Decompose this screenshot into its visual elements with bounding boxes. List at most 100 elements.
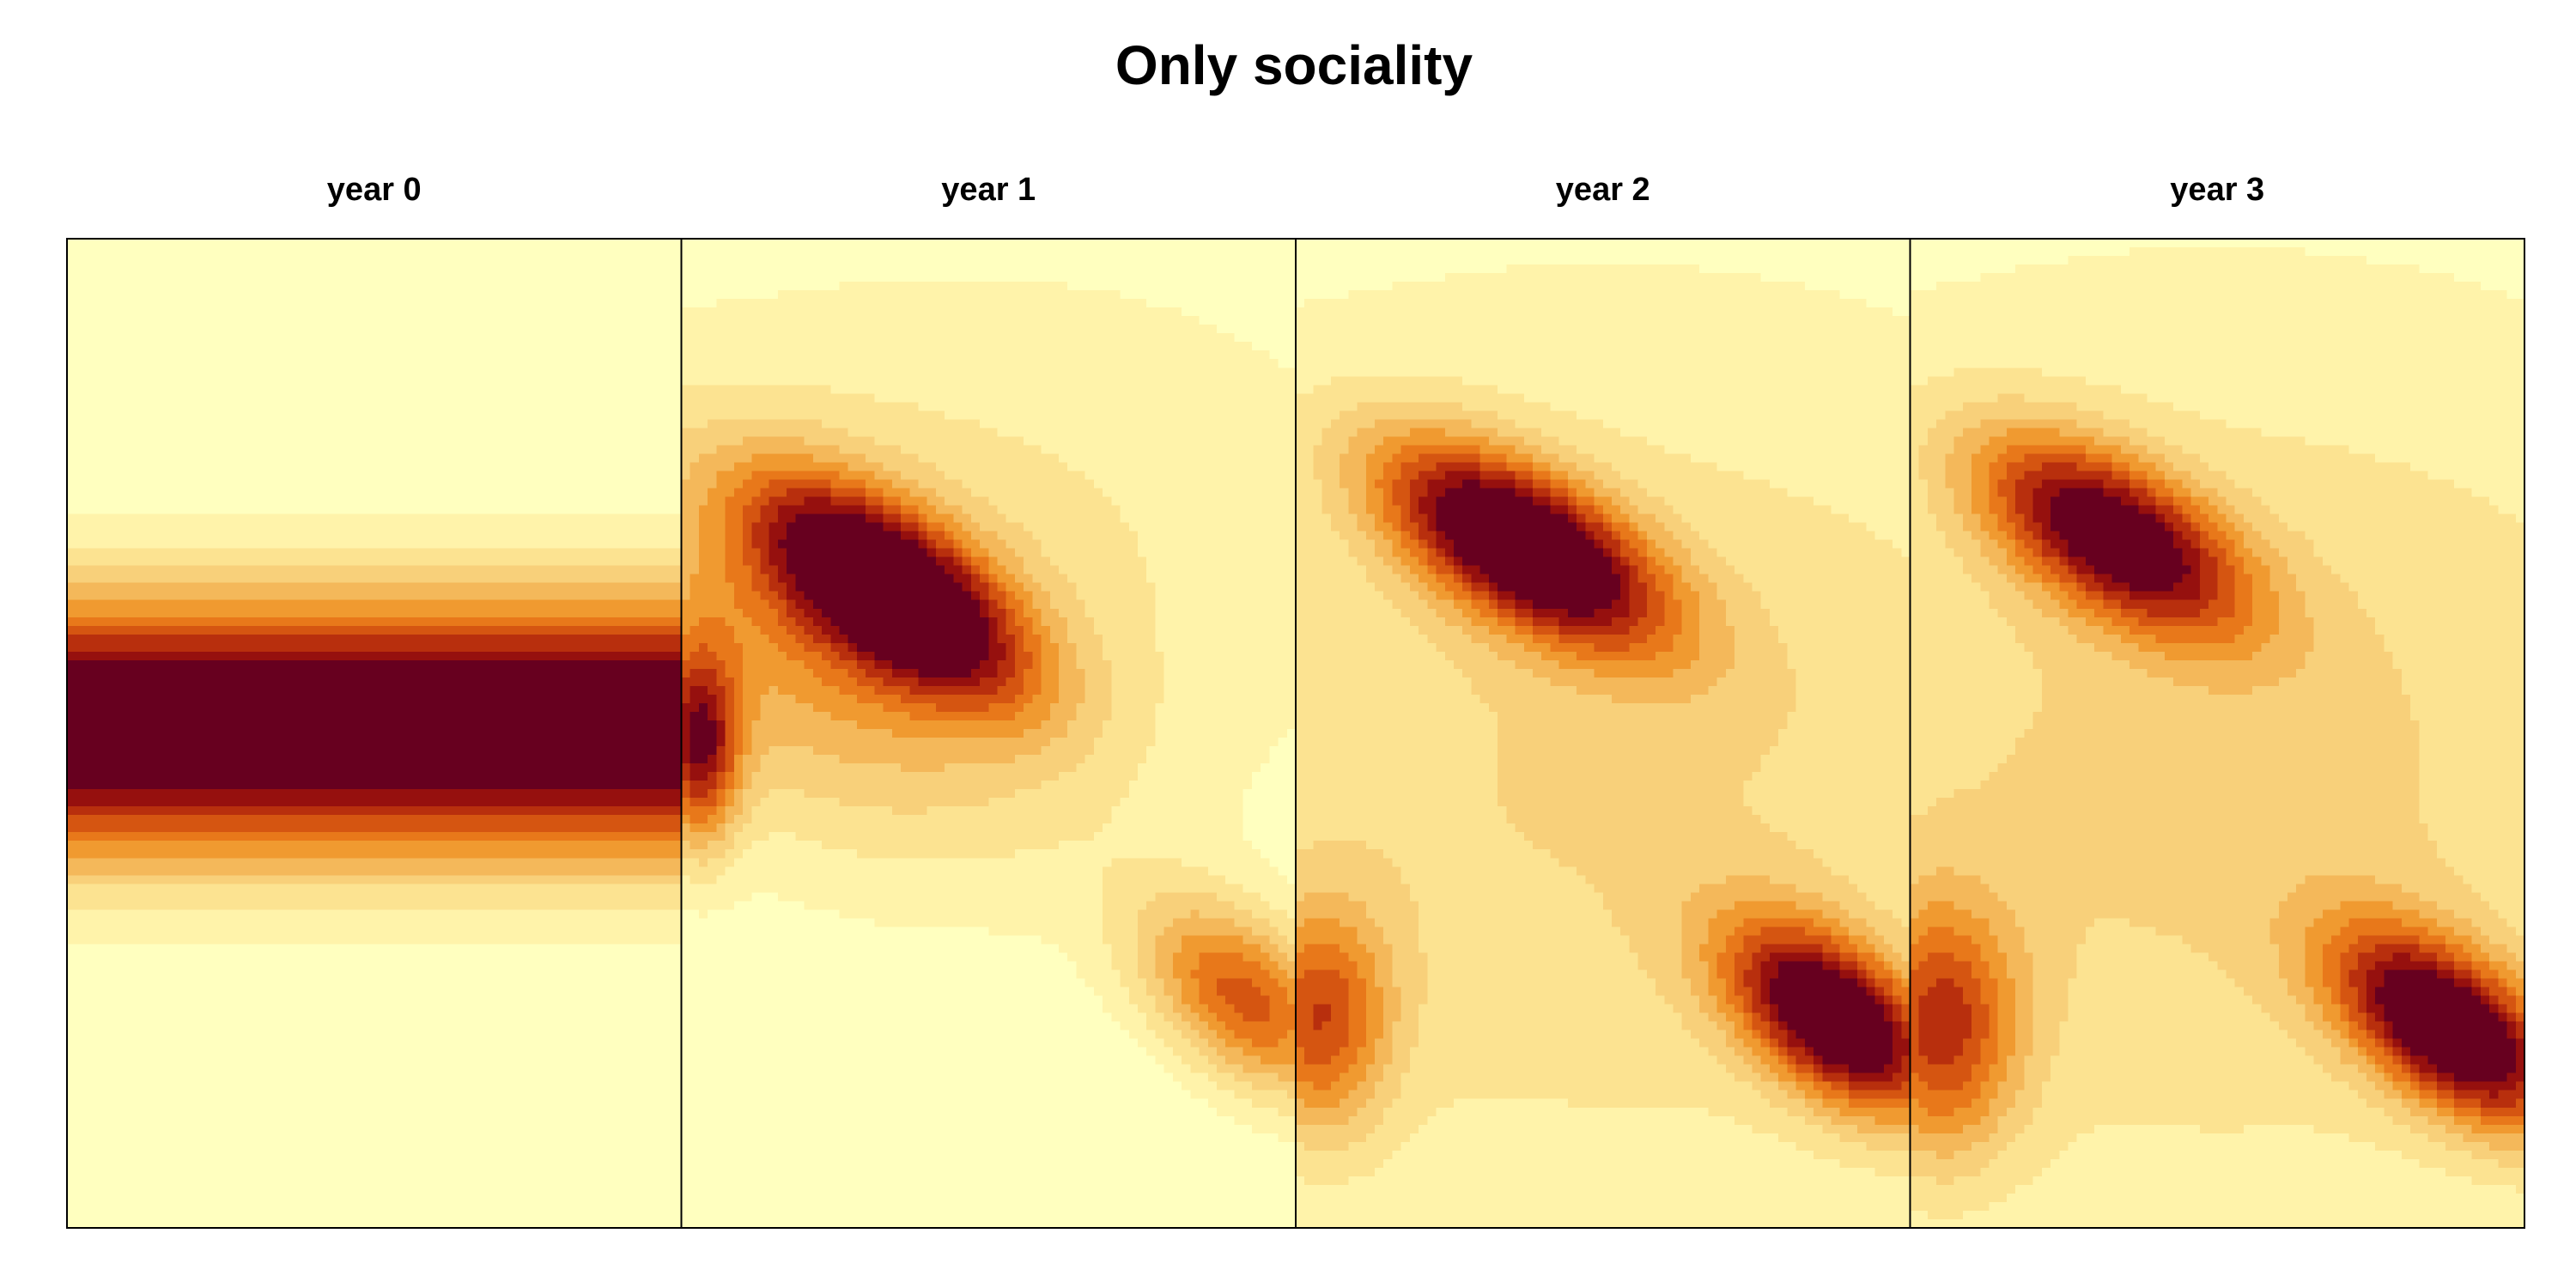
heatmap-cell bbox=[331, 290, 340, 300]
heatmap-cell bbox=[260, 669, 270, 678]
heatmap-cell bbox=[269, 557, 278, 567]
heatmap-cell bbox=[198, 669, 208, 678]
heatmap-cell bbox=[383, 677, 392, 687]
heatmap-cell bbox=[146, 307, 155, 317]
heatmap-cell bbox=[146, 299, 155, 308]
heatmap-cell bbox=[198, 497, 208, 507]
heatmap-cell bbox=[242, 703, 252, 713]
heatmap-cell bbox=[331, 471, 340, 480]
heatmap-cell bbox=[119, 617, 129, 627]
heatmap-cell bbox=[339, 376, 349, 386]
heatmap-cell bbox=[260, 626, 270, 635]
heatmap-cell bbox=[568, 617, 577, 627]
heatmap-cell bbox=[611, 583, 621, 592]
heatmap-cell bbox=[84, 540, 94, 550]
heatmap-cell bbox=[366, 540, 375, 550]
heatmap-cell bbox=[287, 256, 296, 265]
heatmap-cell bbox=[102, 350, 112, 360]
heatmap-cell bbox=[418, 428, 428, 437]
heatmap-cell bbox=[225, 660, 234, 670]
heatmap-cell bbox=[603, 609, 612, 618]
heatmap-cell bbox=[611, 574, 621, 584]
heatmap-cell bbox=[208, 540, 217, 550]
heatmap-cell bbox=[568, 712, 577, 721]
heatmap-cell bbox=[269, 419, 278, 428]
heatmap-cell bbox=[585, 712, 594, 721]
heatmap-cell bbox=[435, 686, 445, 696]
heatmap-cell bbox=[163, 489, 173, 498]
heatmap-cell bbox=[146, 669, 155, 678]
heatmap-cell bbox=[462, 402, 471, 411]
heatmap-cell bbox=[339, 436, 349, 446]
heatmap-cell bbox=[190, 540, 199, 550]
heatmap-cell bbox=[198, 273, 208, 283]
heatmap-cell bbox=[558, 428, 568, 437]
heatmap-cell bbox=[400, 428, 410, 437]
heatmap-cell bbox=[181, 385, 191, 394]
heatmap-cell bbox=[331, 574, 340, 584]
heatmap-cell bbox=[252, 479, 261, 489]
heatmap-cell bbox=[435, 256, 445, 265]
heatmap-cell bbox=[410, 307, 419, 317]
heatmap-cell bbox=[550, 617, 559, 627]
heatmap-cell bbox=[462, 557, 471, 567]
heatmap-cell bbox=[541, 445, 550, 454]
heatmap-cell bbox=[400, 489, 410, 498]
heatmap-cell bbox=[400, 652, 410, 661]
heatmap-cell bbox=[234, 350, 243, 360]
heatmap-cell bbox=[471, 462, 480, 471]
heatmap-cell bbox=[400, 583, 410, 592]
heatmap-cell bbox=[76, 462, 85, 471]
heatmap-cell bbox=[532, 376, 542, 386]
heatmap-cell bbox=[576, 497, 586, 507]
heatmap-cell bbox=[119, 428, 129, 437]
heatmap-cell bbox=[277, 290, 287, 300]
heatmap-cell bbox=[234, 376, 243, 386]
heatmap-cell bbox=[629, 453, 638, 463]
heatmap-cell bbox=[541, 479, 550, 489]
heatmap-cell bbox=[593, 264, 603, 274]
heatmap-cell bbox=[479, 523, 489, 532]
heatmap-cell bbox=[497, 419, 507, 428]
heatmap-cell bbox=[129, 419, 138, 428]
heatmap-cell bbox=[383, 600, 392, 610]
heatmap-cell bbox=[374, 393, 384, 403]
heatmap-cell bbox=[664, 273, 673, 283]
heatmap-cell bbox=[585, 428, 594, 437]
heatmap-cell bbox=[304, 333, 313, 343]
heatmap-cell bbox=[532, 514, 542, 524]
heatmap-cell bbox=[374, 410, 384, 420]
heatmap-cell bbox=[313, 523, 322, 532]
heatmap-cell bbox=[295, 247, 305, 257]
heatmap-cell bbox=[541, 385, 550, 394]
heatmap-cell bbox=[550, 462, 559, 471]
heatmap-cell bbox=[524, 239, 533, 248]
heatmap-cell bbox=[383, 428, 392, 437]
heatmap-cell bbox=[655, 239, 665, 248]
heatmap-cell bbox=[102, 445, 112, 454]
heatmap-cell bbox=[208, 333, 217, 343]
heatmap-cell bbox=[155, 453, 164, 463]
heatmap-cell bbox=[84, 428, 94, 437]
heatmap-cell bbox=[111, 583, 120, 592]
heatmap-cell bbox=[400, 273, 410, 283]
heatmap-cell bbox=[76, 574, 85, 584]
heatmap-cell bbox=[374, 325, 384, 334]
heatmap-cell bbox=[260, 410, 270, 420]
heatmap-cell bbox=[400, 686, 410, 696]
heatmap-cell bbox=[471, 247, 480, 257]
heatmap-cell bbox=[576, 583, 586, 592]
heatmap-cell bbox=[585, 540, 594, 550]
heatmap-cell bbox=[664, 333, 673, 343]
heatmap-cell bbox=[462, 669, 471, 678]
heatmap-cell bbox=[647, 660, 656, 670]
heatmap-cell bbox=[295, 479, 305, 489]
heatmap-cell bbox=[181, 617, 191, 627]
heatmap-cell bbox=[216, 471, 226, 480]
heatmap-cell bbox=[234, 316, 243, 325]
heatmap-cell bbox=[524, 489, 533, 498]
heatmap-cell bbox=[190, 549, 199, 558]
heatmap-cell bbox=[67, 402, 76, 411]
heatmap-cell bbox=[242, 385, 252, 394]
heatmap-cell bbox=[277, 643, 287, 653]
